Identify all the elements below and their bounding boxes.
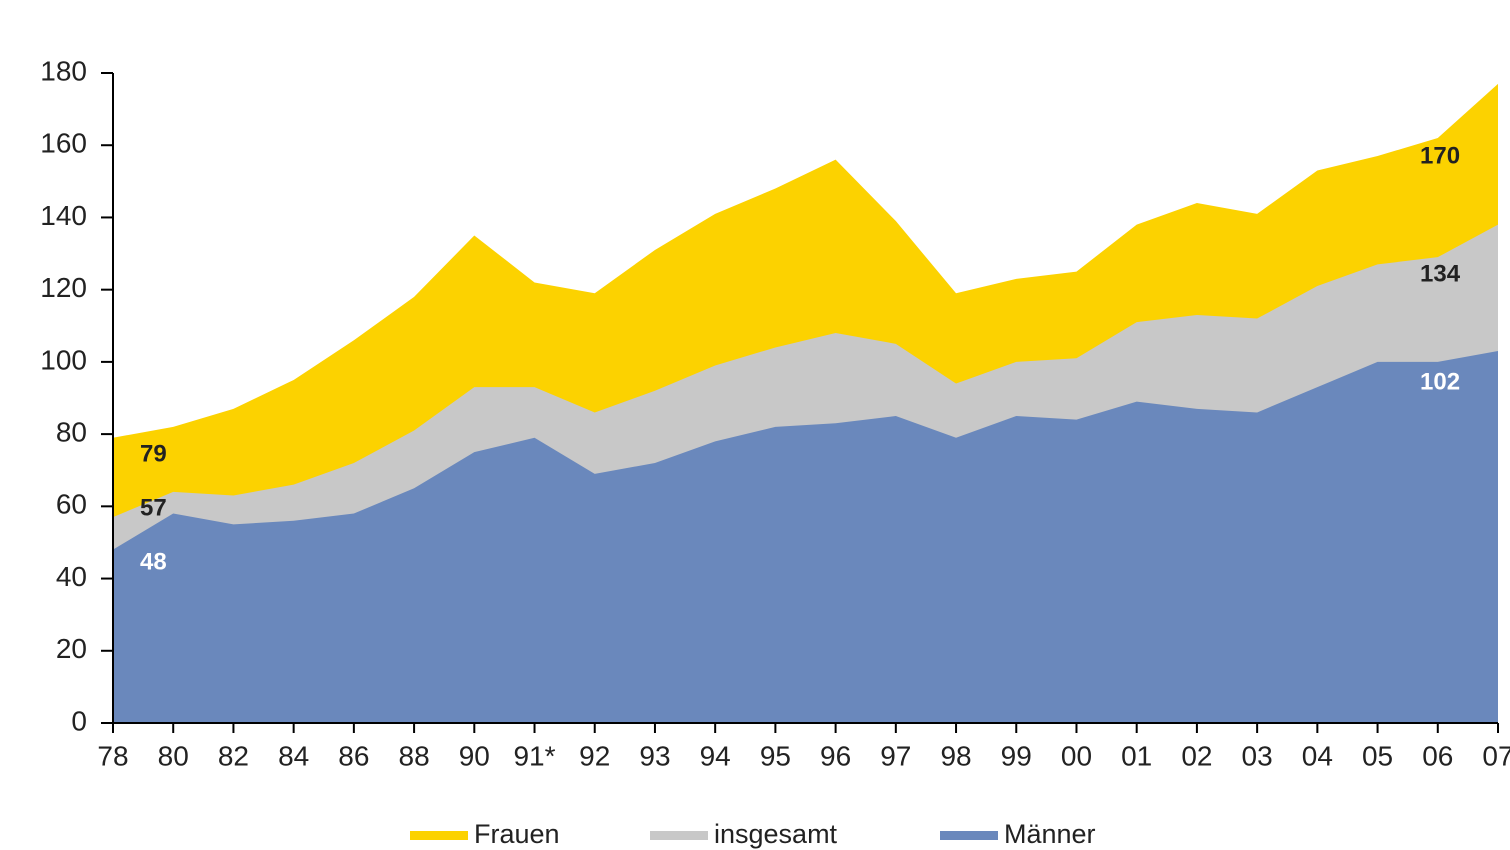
y-tick-label: 40 (56, 561, 87, 592)
x-tick-label: 05 (1362, 740, 1393, 771)
x-tick-label: 96 (820, 740, 851, 771)
x-tick-label: 00 (1061, 740, 1092, 771)
x-tick-label: 90 (459, 740, 490, 771)
x-tick-label: 99 (1001, 740, 1032, 771)
legend-swatch (650, 831, 708, 840)
x-tick-label: 95 (760, 740, 791, 771)
annotation: 170 (1420, 142, 1460, 169)
x-tick-label: 84 (278, 740, 309, 771)
legend-label: Männer (1004, 819, 1096, 849)
y-tick-label: 180 (40, 55, 87, 86)
annotation: 134 (1420, 260, 1461, 287)
x-tick-label: 86 (338, 740, 369, 771)
x-tick-label: 93 (639, 740, 670, 771)
annotation: 57 (140, 494, 167, 521)
x-tick-label: 92 (579, 740, 610, 771)
x-tick-label: 04 (1302, 740, 1333, 771)
x-tick-label: 80 (158, 740, 189, 771)
x-tick-label: 91* (513, 740, 555, 771)
y-tick-label: 140 (40, 200, 87, 231)
x-tick-label: 07 (1482, 740, 1510, 771)
y-tick-label: 20 (56, 633, 87, 664)
legend-label: insgesamt (714, 819, 838, 849)
y-tick-label: 80 (56, 417, 87, 448)
y-tick-label: 160 (40, 128, 87, 159)
annotation: 102 (1420, 368, 1460, 395)
x-tick-label: 82 (218, 740, 249, 771)
legend-swatch (940, 831, 998, 840)
annotation: 79 (140, 440, 167, 467)
x-tick-label: 98 (940, 740, 971, 771)
x-tick-label: 94 (700, 740, 731, 771)
legend-label: Frauen (474, 819, 560, 849)
x-tick-label: 01 (1121, 740, 1152, 771)
area (113, 351, 1498, 723)
x-tick-label: 03 (1242, 740, 1273, 771)
legend-swatch (410, 831, 468, 840)
y-tick-label: 100 (40, 344, 87, 375)
y-tick-label: 60 (56, 489, 87, 520)
x-tick-label: 06 (1422, 740, 1453, 771)
y-tick-label: 0 (71, 705, 87, 736)
annotation: 48 (140, 548, 167, 575)
x-tick-label: 78 (97, 740, 128, 771)
x-tick-label: 97 (880, 740, 911, 771)
y-tick-label: 120 (40, 272, 87, 303)
x-tick-label: 88 (399, 740, 430, 771)
x-tick-label: 02 (1181, 740, 1212, 771)
